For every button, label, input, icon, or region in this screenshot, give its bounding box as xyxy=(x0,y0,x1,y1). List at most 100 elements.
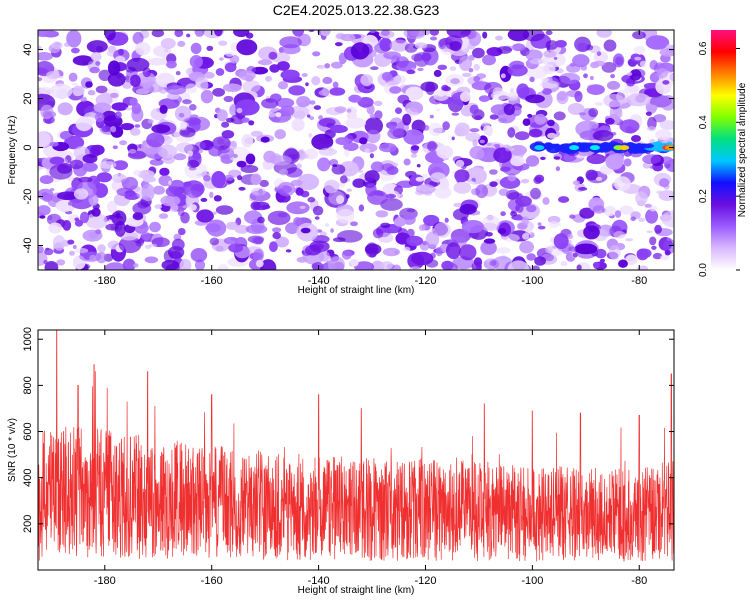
spectrogram-cell xyxy=(221,130,235,139)
spectrogram-cell xyxy=(208,145,223,157)
spectrogram-cell xyxy=(660,254,670,261)
spectrogram-cell xyxy=(469,104,479,115)
spectrogram-cell xyxy=(410,153,418,158)
spectrogram-cell xyxy=(403,129,424,145)
spectrogram-cell xyxy=(461,72,472,78)
spectrogram-cell xyxy=(250,173,262,186)
spectrogram-cell xyxy=(296,163,302,169)
spectrogram-cell xyxy=(614,210,622,218)
colorbar-ticks: 0.0 0.2 0.4 0.6 xyxy=(698,41,740,277)
spectrogram-cell xyxy=(369,30,376,33)
spectrogram-cell xyxy=(543,50,557,58)
spectrogram-cell xyxy=(391,264,401,270)
spectrogram-cell xyxy=(646,126,657,132)
spectrogram-cell xyxy=(224,180,232,185)
spectrogram-cell xyxy=(38,30,52,37)
spectrogram-cell xyxy=(49,164,73,180)
spectrogram-cell xyxy=(250,130,263,137)
bottom-x-tick-label: -100 xyxy=(521,575,543,587)
spectrogram-cell xyxy=(630,216,636,222)
spectrogram-cell xyxy=(500,73,506,79)
spectrogram-cell xyxy=(411,67,416,70)
spectrogram-cell xyxy=(558,196,570,203)
spectrogram-cell xyxy=(160,195,181,207)
colorbar-tick-label: 0.4 xyxy=(698,115,709,129)
spectrogram-cell xyxy=(126,57,150,72)
spectrogram-cell xyxy=(534,113,547,125)
spectrogram-cell xyxy=(271,155,292,166)
spectrogram-cell xyxy=(111,102,129,111)
spectrogram-cell xyxy=(529,58,545,65)
spectrogram-cell xyxy=(80,96,87,103)
spectrogram-cell xyxy=(348,259,359,267)
spectrogram-cell xyxy=(404,43,418,53)
spectrogram-cell xyxy=(409,266,422,270)
spectrogram-cell xyxy=(85,81,93,88)
spectrogram-cell xyxy=(218,264,229,270)
spectrogram-cell xyxy=(327,256,345,270)
spectrogram-cell xyxy=(186,33,191,38)
spectrogram-cell xyxy=(525,49,543,61)
spectrogram-cell xyxy=(473,63,480,71)
spectrogram-cell xyxy=(112,145,119,150)
spectrogram-cell xyxy=(542,197,550,205)
spectrogram-cell xyxy=(510,156,525,167)
signal-ridge xyxy=(529,141,674,155)
spectrogram-cell xyxy=(455,122,470,137)
spectrogram-cell xyxy=(104,262,126,270)
spectrogram-cell xyxy=(658,190,674,201)
spectrogram-cell xyxy=(190,248,208,263)
spectrogram-cell xyxy=(357,97,374,108)
spectrogram-cell xyxy=(608,245,621,260)
spectrogram-cell xyxy=(299,153,309,160)
spectrogram-cell xyxy=(507,260,530,270)
spectrogram-cell xyxy=(149,221,161,233)
spectrogram-cell xyxy=(364,148,371,153)
spectrogram-cell xyxy=(429,30,439,36)
spectrogram-cell xyxy=(380,222,391,228)
spectrogram-cell xyxy=(135,88,150,95)
spectrogram-cell xyxy=(437,39,447,50)
spectrogram-cell xyxy=(414,42,428,49)
spectrogram-cell xyxy=(119,140,127,146)
spectrogram-cell xyxy=(528,128,543,138)
spectrogram-cell xyxy=(116,187,134,197)
spectrogram-cell xyxy=(68,201,72,206)
spectrogram-cell xyxy=(572,54,590,68)
spectrogram-cell xyxy=(511,43,526,52)
spectrogram-cell xyxy=(556,222,562,226)
spectrogram-cell xyxy=(268,112,276,118)
top-x-tick-label: -100 xyxy=(521,275,543,287)
spectrogram-cell xyxy=(354,261,375,270)
spectrogram-cell xyxy=(433,90,450,101)
spectrogram-cell xyxy=(94,112,105,122)
spectrogram-cell xyxy=(579,207,595,219)
spectrogram-cell xyxy=(383,51,401,60)
spectrogram-cell xyxy=(313,105,321,110)
spectrogram-cell xyxy=(619,119,640,134)
spectrogram-cell xyxy=(272,231,282,240)
spectrogram-cell xyxy=(205,140,213,149)
spectrogram-cell xyxy=(93,102,112,113)
spectrogram-cell xyxy=(482,31,488,39)
spectrogram-cell xyxy=(422,124,430,131)
spectrogram-cell xyxy=(421,173,428,179)
spectrogram-cell xyxy=(402,113,412,126)
top-y-axis: -40 -20 0 20 40 xyxy=(22,43,674,253)
spectrogram-cell xyxy=(442,121,450,131)
spectrogram-cell xyxy=(146,132,165,148)
spectrogram-cell xyxy=(107,72,126,87)
spectrogram-cell xyxy=(480,240,497,256)
ridge-cell xyxy=(576,143,590,149)
top-y-tick-label: -40 xyxy=(22,238,34,254)
spectrogram-cell xyxy=(69,250,75,256)
spectrogram-cell xyxy=(642,154,661,165)
spectrogram-cell xyxy=(309,116,315,121)
spectrogram-cell xyxy=(153,185,165,195)
spectrogram-cell xyxy=(251,187,266,196)
spectrogram-cell xyxy=(489,114,499,120)
spectrogram-cell xyxy=(270,93,282,103)
spectrogram-cell xyxy=(90,52,102,62)
spectrogram-cell xyxy=(276,61,290,71)
